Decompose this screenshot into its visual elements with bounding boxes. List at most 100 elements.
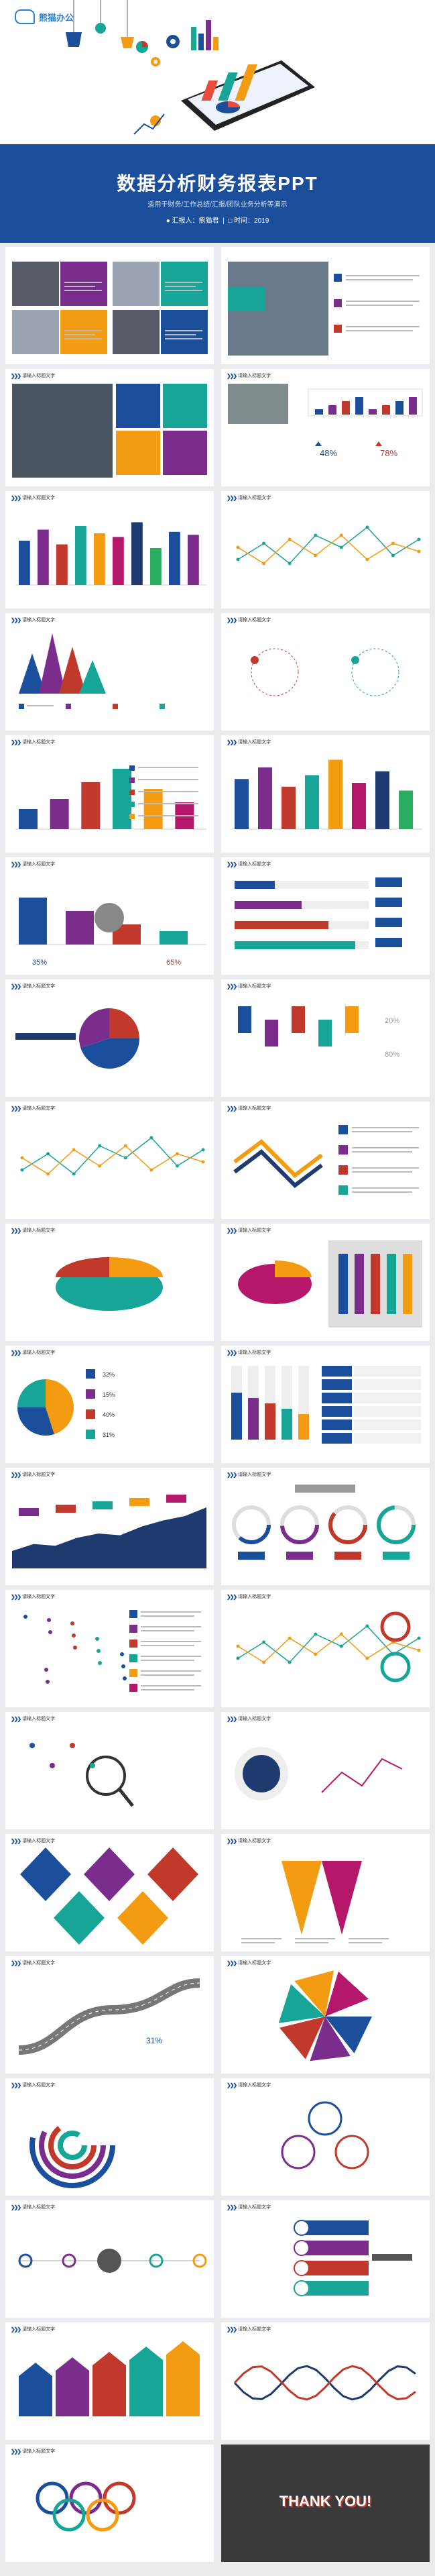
pie-slice [17, 1407, 54, 1436]
slide-thumbnail[interactable]: ❯❯❯ 请输入标题文字 [5, 2322, 214, 2440]
bar [131, 522, 143, 585]
photo-image [12, 262, 59, 306]
donut-ring [380, 1611, 411, 1642]
text-line [165, 334, 196, 335]
data-point [201, 1148, 205, 1152]
bar [355, 397, 363, 415]
slide-thumbnail[interactable]: ❯❯❯ 请输入标题文字 [5, 2200, 214, 2318]
text-line [138, 803, 198, 804]
fan-segment [325, 2017, 372, 2053]
slide-title: ❯❯❯ 请输入标题文字 [11, 494, 55, 501]
bar [50, 799, 69, 829]
slide-thumbnail[interactable]: ❯❯❯ 请输入标题文字 [5, 491, 214, 608]
color-block [163, 431, 207, 475]
progress-fill [235, 881, 275, 889]
triangle-bar [79, 660, 106, 694]
slide-thumbnail[interactable]: ❯❯❯ 请输入标题文字 [221, 2200, 430, 2318]
slide-thumbnail[interactable] [221, 247, 430, 364]
hanging-lamp-icon [66, 0, 134, 48]
text-line [141, 1615, 194, 1617]
text-line [352, 1171, 412, 1173]
diamond-shape [117, 1891, 168, 1945]
slide-thumbnail[interactable]: ❯❯❯ 请输入标题文字 [221, 1956, 430, 2074]
slide-thumbnail[interactable] [5, 247, 214, 364]
chevron-icon: ❯❯❯ [11, 1837, 21, 1844]
slide-thumbnail[interactable]: ❯❯❯ 请输入标题文字 [221, 857, 430, 975]
text-line [138, 791, 198, 792]
slide-thumbnail[interactable]: ❯❯❯ 请输入标题文字 [221, 1834, 430, 1951]
progress-fill [235, 921, 328, 929]
scatter-point [70, 1621, 74, 1625]
slide-title-text: 请输入标题文字 [238, 2083, 271, 2088]
slide-title: ❯❯❯ 请输入标题文字 [11, 616, 55, 623]
icon-circle [294, 2260, 310, 2276]
slide-thumbnail[interactable]: ❯❯❯ 请输入标题文字 [221, 1468, 430, 1585]
slide-thumbnail[interactable]: ❯❯❯ 请输入标题文字 [221, 1712, 430, 1829]
data-point [391, 553, 395, 557]
slide-thumbnail[interactable]: ❯❯❯ 请输入标题文字 [5, 735, 214, 853]
slide-thumbnail[interactable]: ❯❯❯ 请输入标题文字 [221, 2078, 430, 2196]
data-point [417, 1648, 421, 1652]
text-line [165, 338, 202, 339]
text-line [64, 286, 95, 287]
slide-thumbnail[interactable]: ❯❯❯ 请输入标题文字 [5, 1468, 214, 1585]
slide-thumbnail[interactable]: ❯❯❯ 请输入标题文字 [5, 1224, 214, 1341]
step-block [265, 1020, 278, 1046]
road-line [18, 1982, 200, 2051]
slide-thumbnail[interactable]: ❯❯❯ 请输入标题文字 [221, 1102, 430, 1219]
table-cell [354, 1393, 421, 1403]
text-line [141, 1641, 201, 1642]
slide-thumbnail[interactable]: ❯❯❯ 请输入标题文字 [221, 1346, 430, 1463]
slide-thumbnail[interactable]: ❯❯❯ 请输入标题文字 [5, 2078, 214, 2196]
label-box [383, 1552, 410, 1560]
slide-thumbnail[interactable]: ❯❯❯ 请输入标题文字 [221, 613, 430, 731]
slide-thumbnail[interactable]: ❯❯❯ 请输入标题文字 [5, 613, 214, 731]
chevron-icon: ❯❯❯ [11, 616, 21, 623]
chart-icon [133, 113, 165, 135]
stack-bar [302, 2281, 369, 2296]
data-point [417, 1636, 421, 1640]
slide-title-text: 请输入标题文字 [22, 1717, 56, 1721]
slide-thumbnail[interactable]: ❯❯❯ 请输入标题文字 [5, 369, 214, 486]
table-cell [354, 1419, 421, 1430]
slide-thumbnail[interactable]: ❯❯❯ 请输入标题文字 35% 65% [5, 857, 214, 975]
data-point [123, 1144, 127, 1148]
slide-thumbnail[interactable]: ❯❯❯ 请输入标题文字 [5, 1590, 214, 1707]
slide-thumbnail[interactable]: ❯❯❯ 请输入标题文字 [221, 1224, 430, 1341]
text-line [141, 1660, 194, 1661]
funnel-shape [322, 1861, 362, 1935]
slide-thumbnail[interactable]: ❯❯❯ 请输入标题文字 31% [5, 1956, 214, 2074]
slide-title-text: 请输入标题文字 [22, 1839, 56, 1843]
chevron-icon: ❯❯❯ [11, 2326, 21, 2332]
slide-thumbnail[interactable]: ❯❯❯ 请输入标题文字 [5, 979, 214, 1097]
table-cell [322, 1419, 352, 1430]
series-line [21, 1136, 204, 1175]
slide-title: ❯❯❯ 请输入标题文字 [227, 1960, 271, 1966]
bar [66, 911, 94, 945]
slide-content [29, 2102, 115, 2188]
slide-thumbnail[interactable]: ❯❯❯ 请输入标题文字 20% 80% [221, 979, 430, 1097]
slide-thumbnail[interactable]: ❯❯❯ 请输入标题文字 [221, 1590, 430, 1707]
slide-thumbnail[interactable]: ❯❯❯ 请输入标题文字 [5, 2445, 214, 2562]
slide-thumbnail[interactable]: THANK YOU! [221, 2445, 430, 2562]
slide-thumbnail[interactable]: ❯❯❯ 请输入标题文字 32% 15% 40% 31% [5, 1346, 214, 1463]
bar [235, 779, 249, 829]
slide-thumbnail[interactable]: ❯❯❯ 请输入标题文字 [221, 491, 430, 608]
area-fill [12, 1507, 206, 1568]
slide-thumbnail[interactable]: ❯❯❯ 请输入标题文字 [5, 1102, 214, 1219]
bar [375, 771, 389, 829]
text-line [352, 1147, 419, 1148]
olympic-ring [69, 2481, 103, 2515]
slide-thumbnail[interactable]: ❯❯❯ 请输入标题文字 [5, 1712, 214, 1829]
scatter-point [95, 1637, 99, 1641]
slide-thumbnail[interactable]: ❯❯❯ 请输入标题文字 [5, 1834, 214, 1951]
olympic-ring [36, 2481, 69, 2515]
slide-title-text: 请输入标题文字 [22, 2083, 56, 2088]
data-point [314, 533, 318, 537]
slide-thumbnail[interactable]: ❯❯❯ 请输入标题文字 [221, 735, 430, 853]
slide-thumbnail[interactable]: ❯❯❯ 请输入标题文字 48% 78% [221, 369, 430, 486]
slide-thumbnail[interactable]: ❯❯❯ 请输入标题文字 [221, 2322, 430, 2440]
text-line [349, 1942, 382, 1943]
icon-box [338, 1145, 348, 1155]
olympic-ring [52, 2498, 86, 2532]
